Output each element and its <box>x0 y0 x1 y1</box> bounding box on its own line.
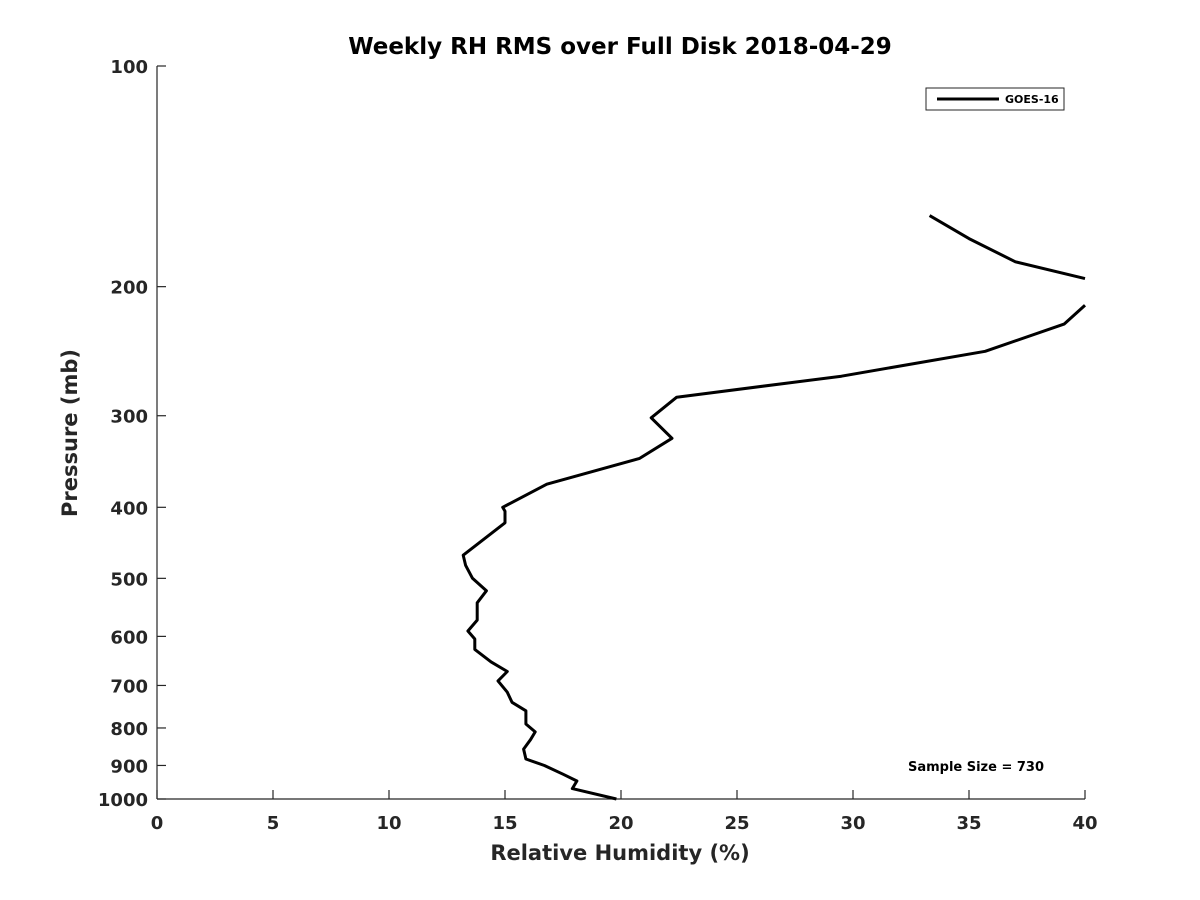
sample-size-annotation: Sample Size = 730 <box>908 760 1044 775</box>
series-line-goes-16-segment-1 <box>928 214 1086 281</box>
x-tick-label: 35 <box>956 813 981 834</box>
legend-label: GOES-16 <box>1005 93 1059 106</box>
x-tick-label: 10 <box>376 813 401 834</box>
y-tick-label: 200 <box>110 278 148 299</box>
x-tick-label: 0 <box>151 813 164 834</box>
y-axis-label: Pressure (mb) <box>58 349 82 517</box>
y-tick-label: 1000 <box>98 790 148 811</box>
x-tick-label: 25 <box>724 813 749 834</box>
y-tick-label: 900 <box>110 756 148 777</box>
y-tick-label: 600 <box>110 627 148 648</box>
plot-area <box>156 66 1085 800</box>
y-tick-label: 500 <box>110 569 148 590</box>
series-layer <box>461 214 1087 801</box>
x-tick-label: 30 <box>840 813 865 834</box>
x-axis-ticks: 0 5 10 15 20 25 30 35 40 <box>151 790 1098 834</box>
x-tick-label: 15 <box>492 813 517 834</box>
chart-title: Weekly RH RMS over Full Disk 2018-04-29 <box>348 34 892 60</box>
x-tick-label: 20 <box>608 813 633 834</box>
x-tick-label: 40 <box>1072 813 1097 834</box>
y-tick-label: 400 <box>110 498 148 519</box>
y-tick-label: 800 <box>110 719 148 740</box>
legend: GOES-16 <box>925 87 1065 111</box>
series-line-goes-16-segment-2 <box>461 304 1087 801</box>
x-axis-label: Relative Humidity (%) <box>490 841 749 865</box>
y-tick-label: 100 <box>110 57 148 78</box>
x-tick-label: 5 <box>267 813 280 834</box>
y-tick-label: 700 <box>110 676 148 697</box>
y-axis-ticks: 100 200 300 400 500 600 700 800 900 1000 <box>98 57 166 811</box>
y-tick-label: 300 <box>110 407 148 428</box>
